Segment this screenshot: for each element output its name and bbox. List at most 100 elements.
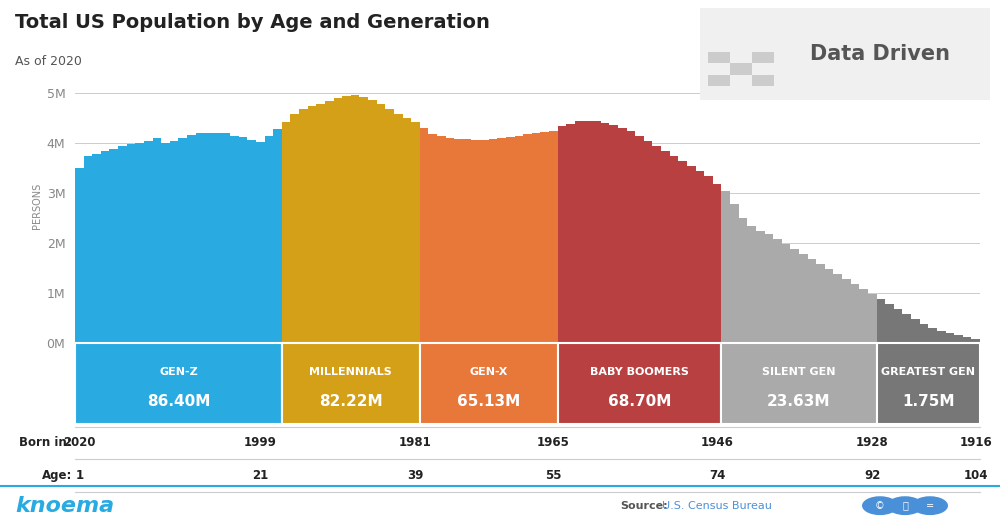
Text: ⓘ: ⓘ	[902, 500, 908, 511]
Bar	[920, 324, 928, 343]
Bar	[825, 269, 833, 343]
Text: knoema: knoema	[15, 496, 114, 516]
Text: 2020: 2020	[63, 435, 96, 449]
Text: 104: 104	[963, 469, 988, 482]
Bar	[135, 143, 144, 343]
Bar	[359, 97, 368, 343]
Bar	[523, 134, 532, 343]
Bar	[265, 136, 273, 343]
Bar	[868, 293, 877, 343]
Bar	[713, 184, 721, 343]
Bar	[894, 309, 902, 343]
Bar	[127, 144, 135, 343]
Bar	[946, 333, 954, 343]
Bar	[954, 335, 963, 343]
Text: GEN-X: GEN-X	[470, 367, 508, 377]
Bar	[971, 339, 980, 343]
Bar	[239, 137, 247, 343]
Text: 39: 39	[407, 469, 424, 482]
Bar	[532, 133, 540, 343]
Bar	[790, 249, 799, 343]
Bar	[351, 95, 359, 343]
Bar	[463, 139, 471, 343]
Bar	[592, 121, 601, 343]
Text: 21: 21	[252, 469, 268, 482]
Bar	[661, 151, 670, 343]
Bar	[420, 128, 428, 343]
Text: GREATEST GEN: GREATEST GEN	[881, 367, 975, 377]
Bar	[609, 125, 618, 343]
Bar	[454, 139, 463, 343]
Bar	[196, 133, 204, 343]
Bar	[902, 314, 911, 343]
Text: 55: 55	[545, 469, 562, 482]
Bar	[342, 96, 351, 343]
Text: 1965: 1965	[537, 435, 570, 449]
Text: GEN-Z: GEN-Z	[159, 367, 198, 377]
Text: 92: 92	[864, 469, 880, 482]
Bar	[566, 124, 575, 343]
Bar	[540, 132, 549, 343]
Bar	[489, 139, 497, 343]
Bar	[730, 204, 739, 343]
Bar	[222, 133, 230, 343]
Bar	[84, 156, 92, 343]
Bar	[290, 114, 299, 343]
Bar	[704, 176, 713, 343]
Bar	[756, 231, 765, 343]
Bar	[937, 331, 946, 343]
Bar	[885, 304, 894, 343]
Bar	[506, 137, 515, 343]
Bar	[644, 141, 652, 343]
Bar	[213, 133, 222, 343]
Bar	[833, 274, 842, 343]
Bar	[144, 140, 153, 343]
Bar	[687, 166, 696, 343]
Bar	[170, 140, 178, 343]
Bar	[765, 234, 773, 343]
Bar	[497, 138, 506, 343]
Bar	[256, 142, 265, 343]
Bar	[368, 100, 377, 343]
Bar	[696, 171, 704, 343]
Bar	[247, 140, 256, 343]
Y-axis label: PERSONS: PERSONS	[32, 182, 42, 229]
Bar	[928, 328, 937, 343]
Bar	[187, 135, 196, 343]
Text: Age:: Age:	[42, 469, 72, 482]
Bar	[670, 156, 678, 343]
Bar	[204, 133, 213, 343]
Bar	[178, 138, 187, 343]
Bar	[92, 154, 101, 343]
Bar	[808, 259, 816, 343]
Text: 86.40M: 86.40M	[147, 394, 210, 409]
Text: Total US Population by Age and Generation: Total US Population by Age and Generatio…	[15, 13, 490, 32]
Bar	[652, 146, 661, 343]
Bar	[721, 191, 730, 343]
Bar	[851, 283, 859, 343]
Bar	[575, 121, 584, 343]
Bar	[153, 138, 161, 343]
Bar	[911, 319, 920, 343]
Bar	[471, 140, 480, 343]
Text: =: =	[926, 500, 934, 511]
Bar	[963, 337, 971, 343]
Bar	[109, 149, 118, 343]
Bar	[75, 168, 84, 343]
Bar	[377, 104, 385, 343]
Bar	[773, 239, 782, 343]
Bar	[325, 101, 334, 343]
Bar	[101, 151, 109, 343]
Text: 23.63M: 23.63M	[767, 394, 831, 409]
Bar	[403, 118, 411, 343]
Text: As of 2020: As of 2020	[15, 55, 82, 68]
Bar	[385, 108, 394, 343]
Text: 1: 1	[75, 469, 83, 482]
Text: 68.70M: 68.70M	[608, 394, 671, 409]
Text: Born in:: Born in:	[19, 435, 72, 449]
Bar	[877, 299, 885, 343]
Bar	[446, 138, 454, 343]
Bar	[394, 114, 403, 343]
Bar	[437, 136, 446, 343]
Bar	[601, 123, 609, 343]
